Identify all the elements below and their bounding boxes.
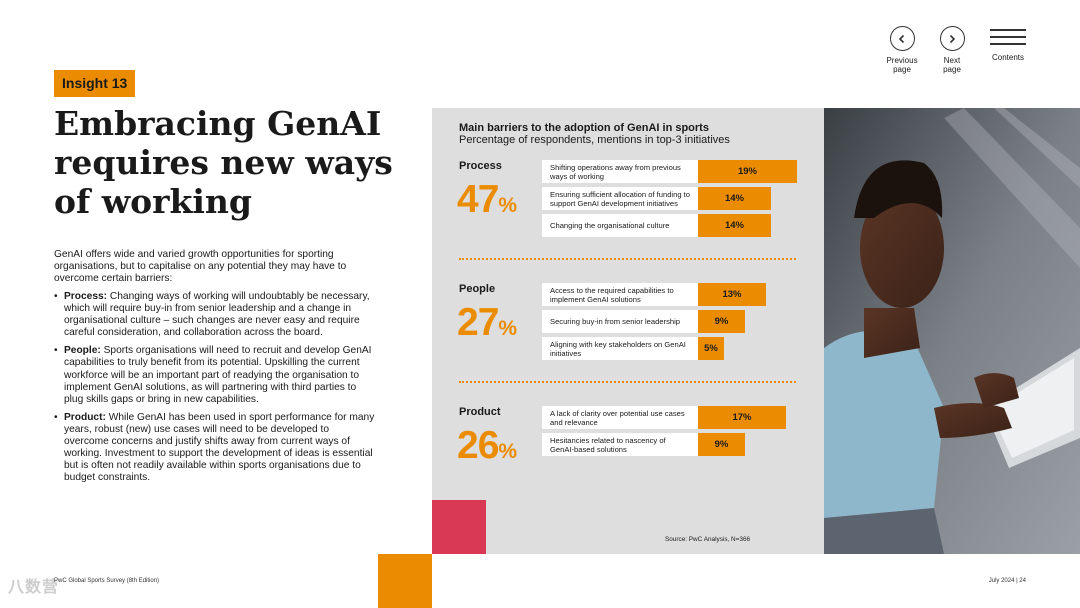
bar-value-label: 13% <box>722 289 742 300</box>
bar-row: Aligning with key stakeholders on GenAI … <box>542 337 724 360</box>
bullet-term: Process: <box>64 291 108 302</box>
bar-label: Aligning with key stakeholders on GenAI … <box>542 337 698 360</box>
menu-icon <box>990 26 1026 48</box>
bullet-text: Changing ways of working will undoubtabl… <box>64 291 370 339</box>
bar-row: Shifting operations away from previous w… <box>542 160 797 183</box>
bar-value-label: 14% <box>724 193 744 204</box>
bar-row: Securing buy-in from senior leadership 9% <box>542 310 745 333</box>
insight-badge: Insight 13 <box>54 70 136 97</box>
group-total-value: 47 <box>457 178 499 221</box>
bar-row: Ensuring sufficient allocation of fundin… <box>542 187 771 210</box>
footer-source-title: PwC Global Sports Survey (8th Edition) <box>54 578 160 584</box>
athlete-photo <box>824 108 1080 554</box>
bar-label: Hesitancies related to nascency of GenAI… <box>542 433 698 456</box>
bar-value-label: 5% <box>704 343 718 354</box>
next-page-label: Next page <box>943 56 961 74</box>
bar-row: A lack of clarity over potential use cas… <box>542 406 786 429</box>
group-total-people: 27% <box>457 301 517 345</box>
bar-label: A lack of clarity over potential use cas… <box>542 406 698 429</box>
bullet-process: Process: Changing ways of working will u… <box>54 291 376 339</box>
section-divider <box>459 381 796 383</box>
previous-page-label: Previous page <box>886 56 918 74</box>
group-total-unit: % <box>498 317 518 340</box>
bar-label: Access to the required capabilities to i… <box>542 283 698 306</box>
bar-fill: 5% <box>698 337 724 360</box>
group-name-people: People <box>459 283 496 295</box>
group-total-unit: % <box>498 194 518 217</box>
bullet-text: Sports organisations will need to recrui… <box>64 345 372 405</box>
bar-fill: 19% <box>698 160 797 183</box>
previous-page-button[interactable]: Previous page <box>884 26 920 74</box>
bullet-term: Product: <box>64 411 106 423</box>
group-total-process: 47% <box>457 178 517 222</box>
chart-source: Source: PwC Analysis, N=366 <box>665 536 751 543</box>
bar-label: Shifting operations away from previous w… <box>542 160 698 183</box>
bar-fill: 9% <box>698 310 745 333</box>
barrier-bullet-list: Process: Changing ways of working will u… <box>54 291 376 490</box>
bullet-term: People: <box>64 345 101 357</box>
group-total-value: 27 <box>457 301 499 344</box>
chart-title: Main barriers to the adoption of GenAI i… <box>459 122 709 134</box>
group-total-product: 26% <box>457 424 517 468</box>
group-total-unit: % <box>498 440 518 463</box>
bar-fill: 9% <box>698 433 745 456</box>
top-nav: Previous page Next page Contents <box>884 26 1028 74</box>
watermark-logo: 八数营 <box>8 579 60 596</box>
bar-fill: 14% <box>698 187 771 210</box>
group-total-value: 26 <box>457 424 499 467</box>
group-name-process: Process <box>459 160 502 172</box>
bullet-text: While GenAI has been used in sport perfo… <box>64 411 375 484</box>
bar-row: Changing the organisational culture 14% <box>542 214 771 237</box>
bar-label: Ensuring sufficient allocation of fundin… <box>542 187 698 210</box>
next-page-button[interactable]: Next page <box>934 26 970 74</box>
section-divider <box>459 258 796 260</box>
bar-value-label: 9% <box>714 439 729 450</box>
bar-row: Hesitancies related to nascency of GenAI… <box>542 433 745 456</box>
chart-subtitle: Percentage of respondents, mentions in t… <box>459 134 730 146</box>
bar-value-label: 9% <box>714 316 729 327</box>
group-name-product: Product <box>459 406 501 418</box>
bar-value-label: 19% <box>737 166 757 177</box>
contents-button[interactable]: Contents <box>988 26 1028 62</box>
intro-paragraph: GenAI offers wide and varied growth oppo… <box>54 249 347 285</box>
bar-value-label: 17% <box>732 412 752 423</box>
bar-label: Changing the organisational culture <box>542 214 698 237</box>
footer-date-page: July 2024 | 24 <box>988 578 1026 584</box>
bullet-product: Product: While GenAI has been used in sp… <box>54 412 376 485</box>
chart-panel: Main barriers to the adoption of GenAI i… <box>432 108 824 554</box>
bar-value-label: 14% <box>724 220 744 231</box>
contents-label: Contents <box>991 53 1025 62</box>
bullet-people: People: Sports organisations will need t… <box>54 345 376 405</box>
bar-fill: 13% <box>698 283 766 306</box>
bar-row: Access to the required capabilities to i… <box>542 283 766 306</box>
bar-fill: 17% <box>698 406 786 429</box>
chevron-left-icon <box>889 26 915 51</box>
chevron-right-icon <box>939 26 965 51</box>
decorative-red-square <box>432 500 486 554</box>
page-title: Embracing GenAI requires new ways of wor… <box>54 104 393 221</box>
decorative-orange-square <box>378 554 432 608</box>
bar-label: Securing buy-in from senior leadership <box>542 310 698 333</box>
bar-fill: 14% <box>698 214 771 237</box>
